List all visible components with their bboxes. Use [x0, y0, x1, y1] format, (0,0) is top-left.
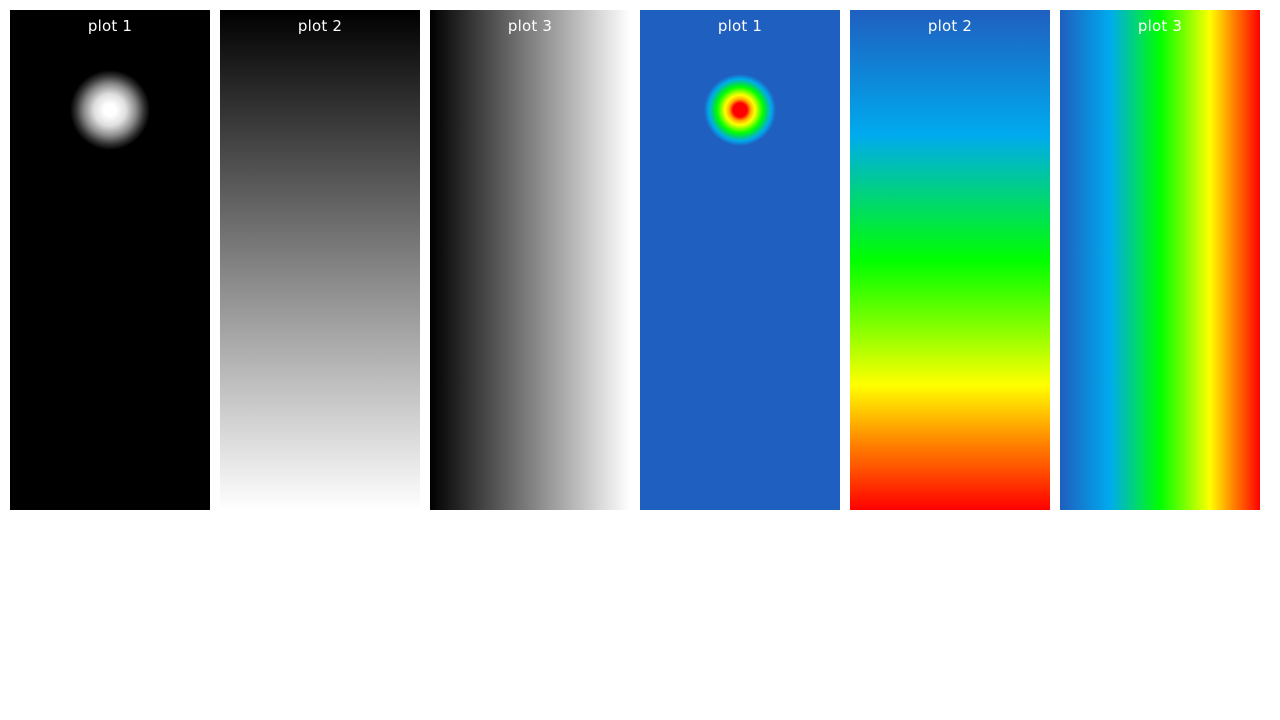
panel-title: plot 1: [87, 17, 133, 35]
heatmap-panel-1-gray: plot 1: [10, 10, 210, 510]
heatmap-panel-2-jet: plot 2: [850, 10, 1050, 510]
panel-title: plot 2: [927, 17, 973, 35]
heatmap-panel-3-jet: plot 3: [1060, 10, 1260, 510]
heatmap-panel-2-gray: plot 2: [220, 10, 420, 510]
panel-title: plot 2: [297, 17, 343, 35]
panel-title: plot 3: [507, 17, 553, 35]
heatmap-panel-1-jet: plot 1: [640, 10, 840, 510]
panel-title: plot 3: [1137, 17, 1183, 35]
heatmap-panel-3-gray: plot 3: [430, 10, 630, 510]
panel-title: plot 1: [717, 17, 763, 35]
